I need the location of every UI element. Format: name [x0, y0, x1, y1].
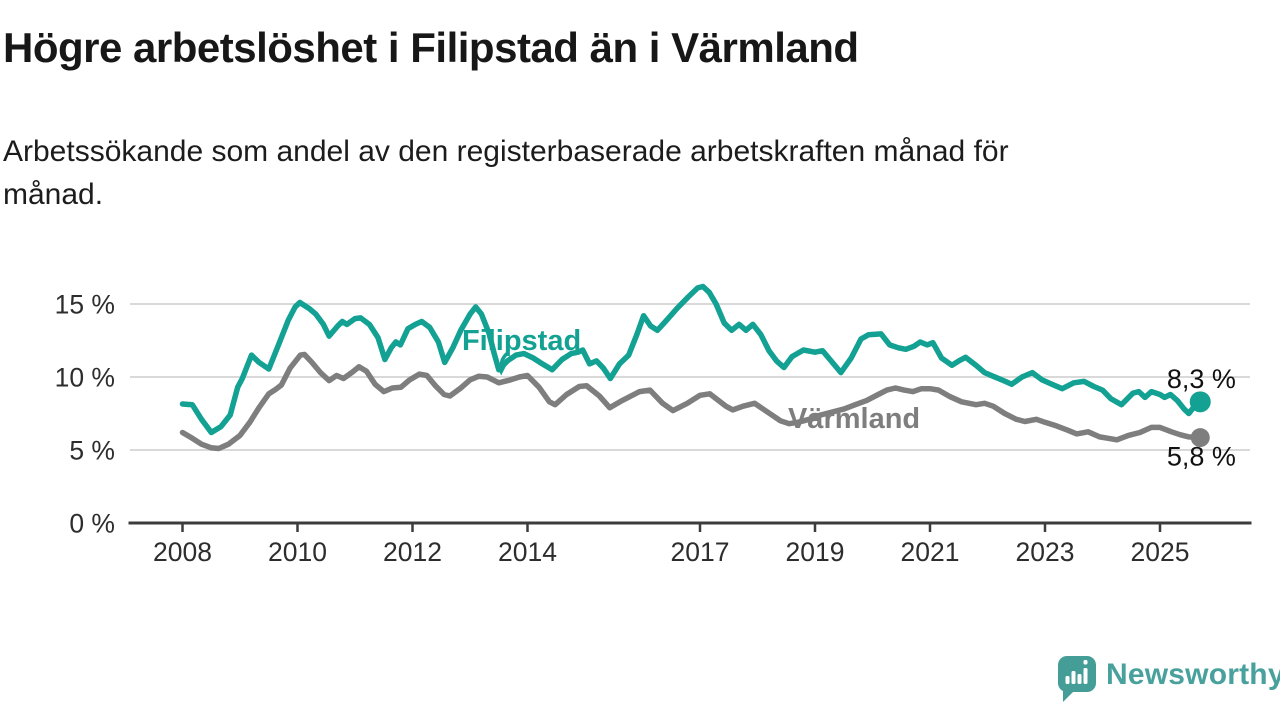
x-tick-label: 2014: [498, 537, 557, 567]
y-tick-label: 5 %: [69, 436, 115, 466]
chart-plot-layer: 0 % 5 % 10 % 15 % 2008 2010 2012 2014 2017 2019 20…: [55, 283, 1252, 567]
x-tick-label: 2021: [901, 537, 960, 567]
newsworthy-logo: Newsworthy: [1058, 656, 1280, 702]
chart-subtitle: Arbetssökande som andel av den registerb…: [3, 130, 1009, 216]
annotation-arrowhead-icon: [495, 363, 507, 376]
series-label-värmland: Värmland: [788, 403, 920, 435]
logo-bar-icon: [1065, 676, 1070, 684]
logo-bar-icon: [1071, 671, 1076, 684]
logo-text: Newsworthy: [1106, 658, 1280, 691]
x-tick-label: 2019: [786, 537, 845, 567]
series-line-filipstad: [179, 283, 1204, 436]
chart-subtitle-line: Arbetssökande som andel av den registerb…: [3, 135, 1009, 168]
x-tick-label: 2017: [671, 537, 730, 567]
x-tick-label: 2025: [1131, 537, 1190, 567]
y-tick-label: 0 %: [69, 509, 115, 539]
series-end-dot-värmland: [1190, 428, 1210, 448]
y-tick-label: 10 %: [55, 363, 115, 393]
series-line-värmland: [179, 351, 1204, 452]
series-end-value-label: 5,8 %: [1167, 441, 1236, 471]
x-tick-label: 2010: [268, 537, 327, 567]
series-label-filipstad: Filipstad: [462, 325, 581, 357]
logo-bubble-tail-icon: [1063, 686, 1079, 702]
y-tick-label: 15 %: [55, 290, 115, 320]
series-end-dot-filipstad: [1189, 391, 1211, 413]
x-tick-label: 2012: [383, 537, 442, 567]
x-tick-label: 2023: [1016, 537, 1075, 567]
x-tick-label: 2008: [153, 537, 212, 567]
series-end-value-label: 8,3 %: [1167, 364, 1236, 394]
logo-exclamation-bar-icon: [1083, 668, 1088, 684]
logo-bar-icon: [1077, 674, 1082, 684]
page-title: Högre arbetslöshet i Filipstad än i Värm…: [3, 24, 859, 71]
chart-subtitle-line: månad.: [3, 178, 104, 211]
logo-exclamation-dot-icon: [1083, 660, 1088, 665]
